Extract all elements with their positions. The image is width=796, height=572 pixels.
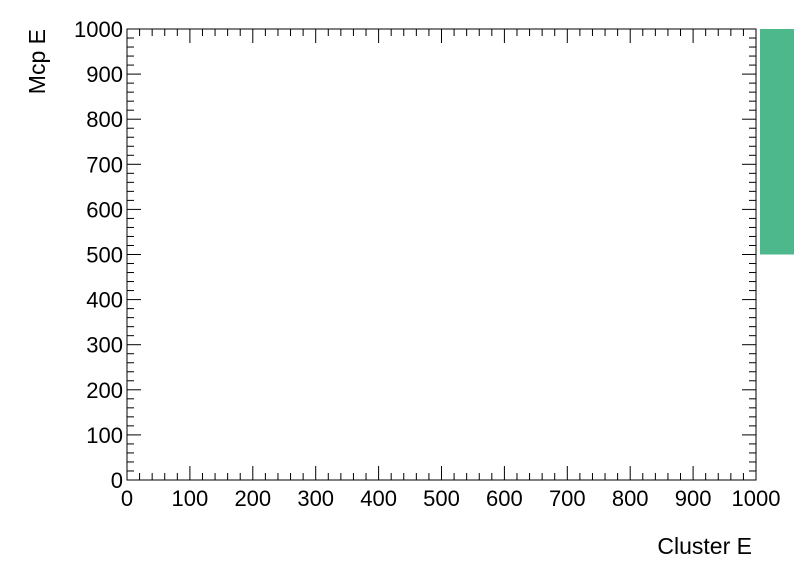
x-tick-label: 800: [612, 486, 649, 511]
y-axis-tick-labels: 0 100 200 300 400 500 600 700 800 900 1000: [74, 17, 123, 493]
y-tick-label: 800: [86, 107, 123, 132]
y-tick-label: 1000: [74, 17, 123, 42]
plot-frame: [126, 28, 757, 481]
y-tick-label: 100: [86, 423, 123, 448]
x-tick-label: 100: [172, 486, 209, 511]
x-tick-label: 500: [423, 486, 460, 511]
y-tick-label: 300: [86, 333, 123, 358]
x-axis-tick-labels: 0 100 200 300 400 500 600 700 800 900 1000: [121, 486, 781, 511]
x-tick-label: 1000: [732, 486, 781, 511]
y-axis-title: Mcp E: [24, 29, 50, 94]
x-tick-label: 600: [486, 486, 523, 511]
y-tick-label: 900: [86, 62, 123, 87]
x-tick-label: 0: [121, 486, 133, 511]
x-axis-ticks: [126, 29, 757, 480]
y-tick-label: 400: [86, 288, 123, 313]
y-tick-label: 500: [86, 243, 123, 268]
x-axis-title: Cluster E: [657, 533, 752, 559]
y-axis-ticks: [127, 28, 756, 481]
color-palette-box: [760, 29, 794, 255]
x-tick-label: 200: [234, 486, 271, 511]
x-tick-label: 400: [360, 486, 397, 511]
y-tick-label: 0: [111, 468, 123, 493]
x-tick-label: 700: [549, 486, 586, 511]
x-tick-label: 900: [675, 486, 712, 511]
x-tick-label: 300: [297, 486, 334, 511]
y-tick-label: 200: [86, 378, 123, 403]
y-tick-label: 700: [86, 152, 123, 177]
y-tick-label: 600: [86, 197, 123, 222]
